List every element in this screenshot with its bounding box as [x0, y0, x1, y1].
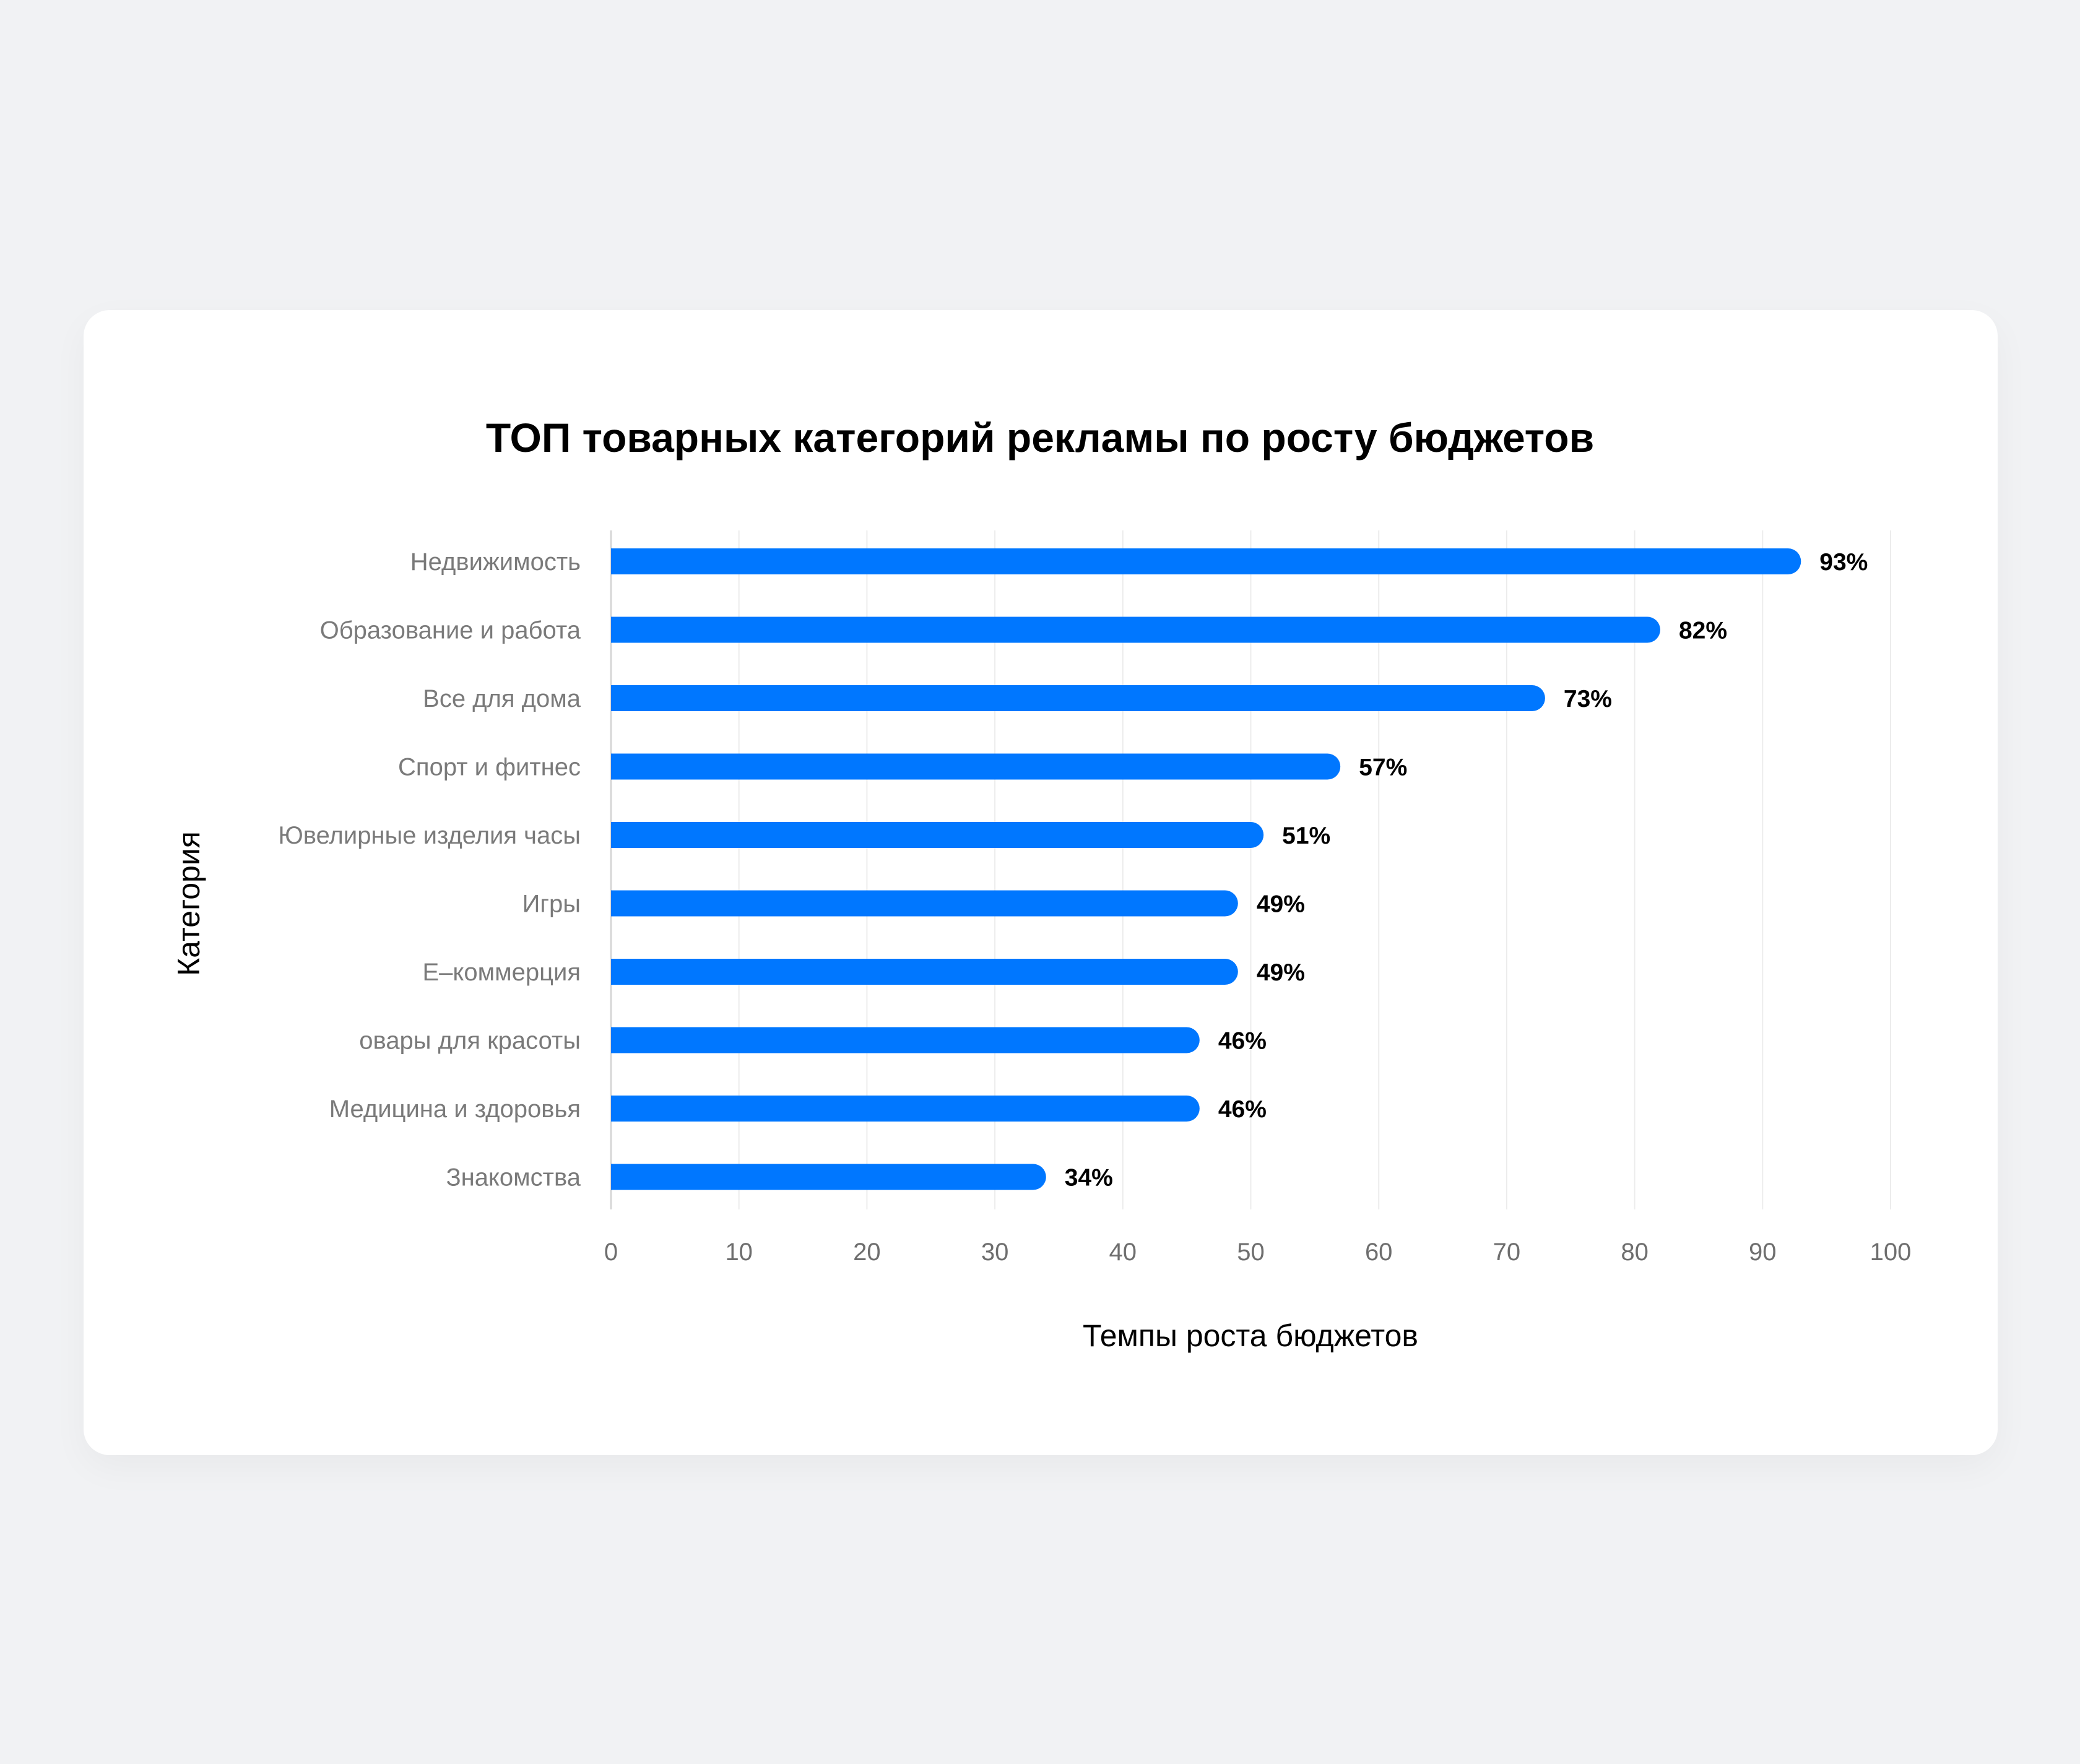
value-label: 93%: [1819, 549, 1868, 576]
bar: [611, 548, 1801, 574]
value-label: 34%: [1065, 1165, 1113, 1191]
category-label: Медицина и здоровья: [329, 1096, 581, 1123]
category-label: Недвижимость: [410, 548, 581, 576]
value-label: 46%: [1218, 1028, 1267, 1055]
category-label: Спорт и фитнес: [398, 754, 581, 781]
x-tick-label: 0: [604, 1239, 618, 1266]
value-label: 49%: [1257, 891, 1305, 918]
x-tick-label: 30: [981, 1239, 1009, 1266]
value-label: 73%: [1564, 686, 1612, 712]
value-label: 49%: [1257, 959, 1305, 986]
category-label: E–коммерция: [422, 959, 581, 986]
bar: [611, 959, 1238, 985]
category-label: Ювелирные изделия часы: [278, 822, 581, 849]
bar: [611, 616, 1660, 643]
bar: [611, 1164, 1046, 1190]
x-tick-label: 90: [1749, 1239, 1777, 1266]
bar: [611, 753, 1341, 780]
x-tick-label: 70: [1493, 1239, 1521, 1266]
category-label: овары для красоты: [359, 1027, 581, 1055]
x-tick-label: 10: [725, 1239, 753, 1266]
chart-card: [84, 310, 1998, 1455]
y-axis-label: Категория: [171, 831, 206, 976]
x-tick-label: 100: [1870, 1239, 1912, 1266]
chart-title: ТОП товарных категорий рекламы по росту …: [486, 415, 1594, 460]
bar: [611, 822, 1264, 848]
bar: [611, 1096, 1200, 1122]
value-label: 51%: [1282, 823, 1330, 849]
x-tick-label: 80: [1621, 1239, 1649, 1266]
bar: [611, 890, 1238, 917]
bar: [611, 1027, 1200, 1053]
value-label: 46%: [1218, 1096, 1267, 1123]
x-tick-label: 60: [1365, 1239, 1393, 1266]
category-label: Игры: [522, 891, 581, 918]
category-label: Все для дома: [423, 685, 581, 712]
x-tick-label: 50: [1237, 1239, 1265, 1266]
value-label: 82%: [1679, 618, 1727, 644]
category-label: Образование и работа: [320, 617, 581, 644]
x-tick-label: 20: [853, 1239, 881, 1266]
x-axis-label: Темпы роста бюджетов: [1083, 1318, 1418, 1353]
value-label: 57%: [1359, 754, 1407, 781]
category-label: Знакомства: [446, 1164, 581, 1191]
x-tick-label: 40: [1109, 1239, 1137, 1266]
bar: [611, 685, 1545, 711]
